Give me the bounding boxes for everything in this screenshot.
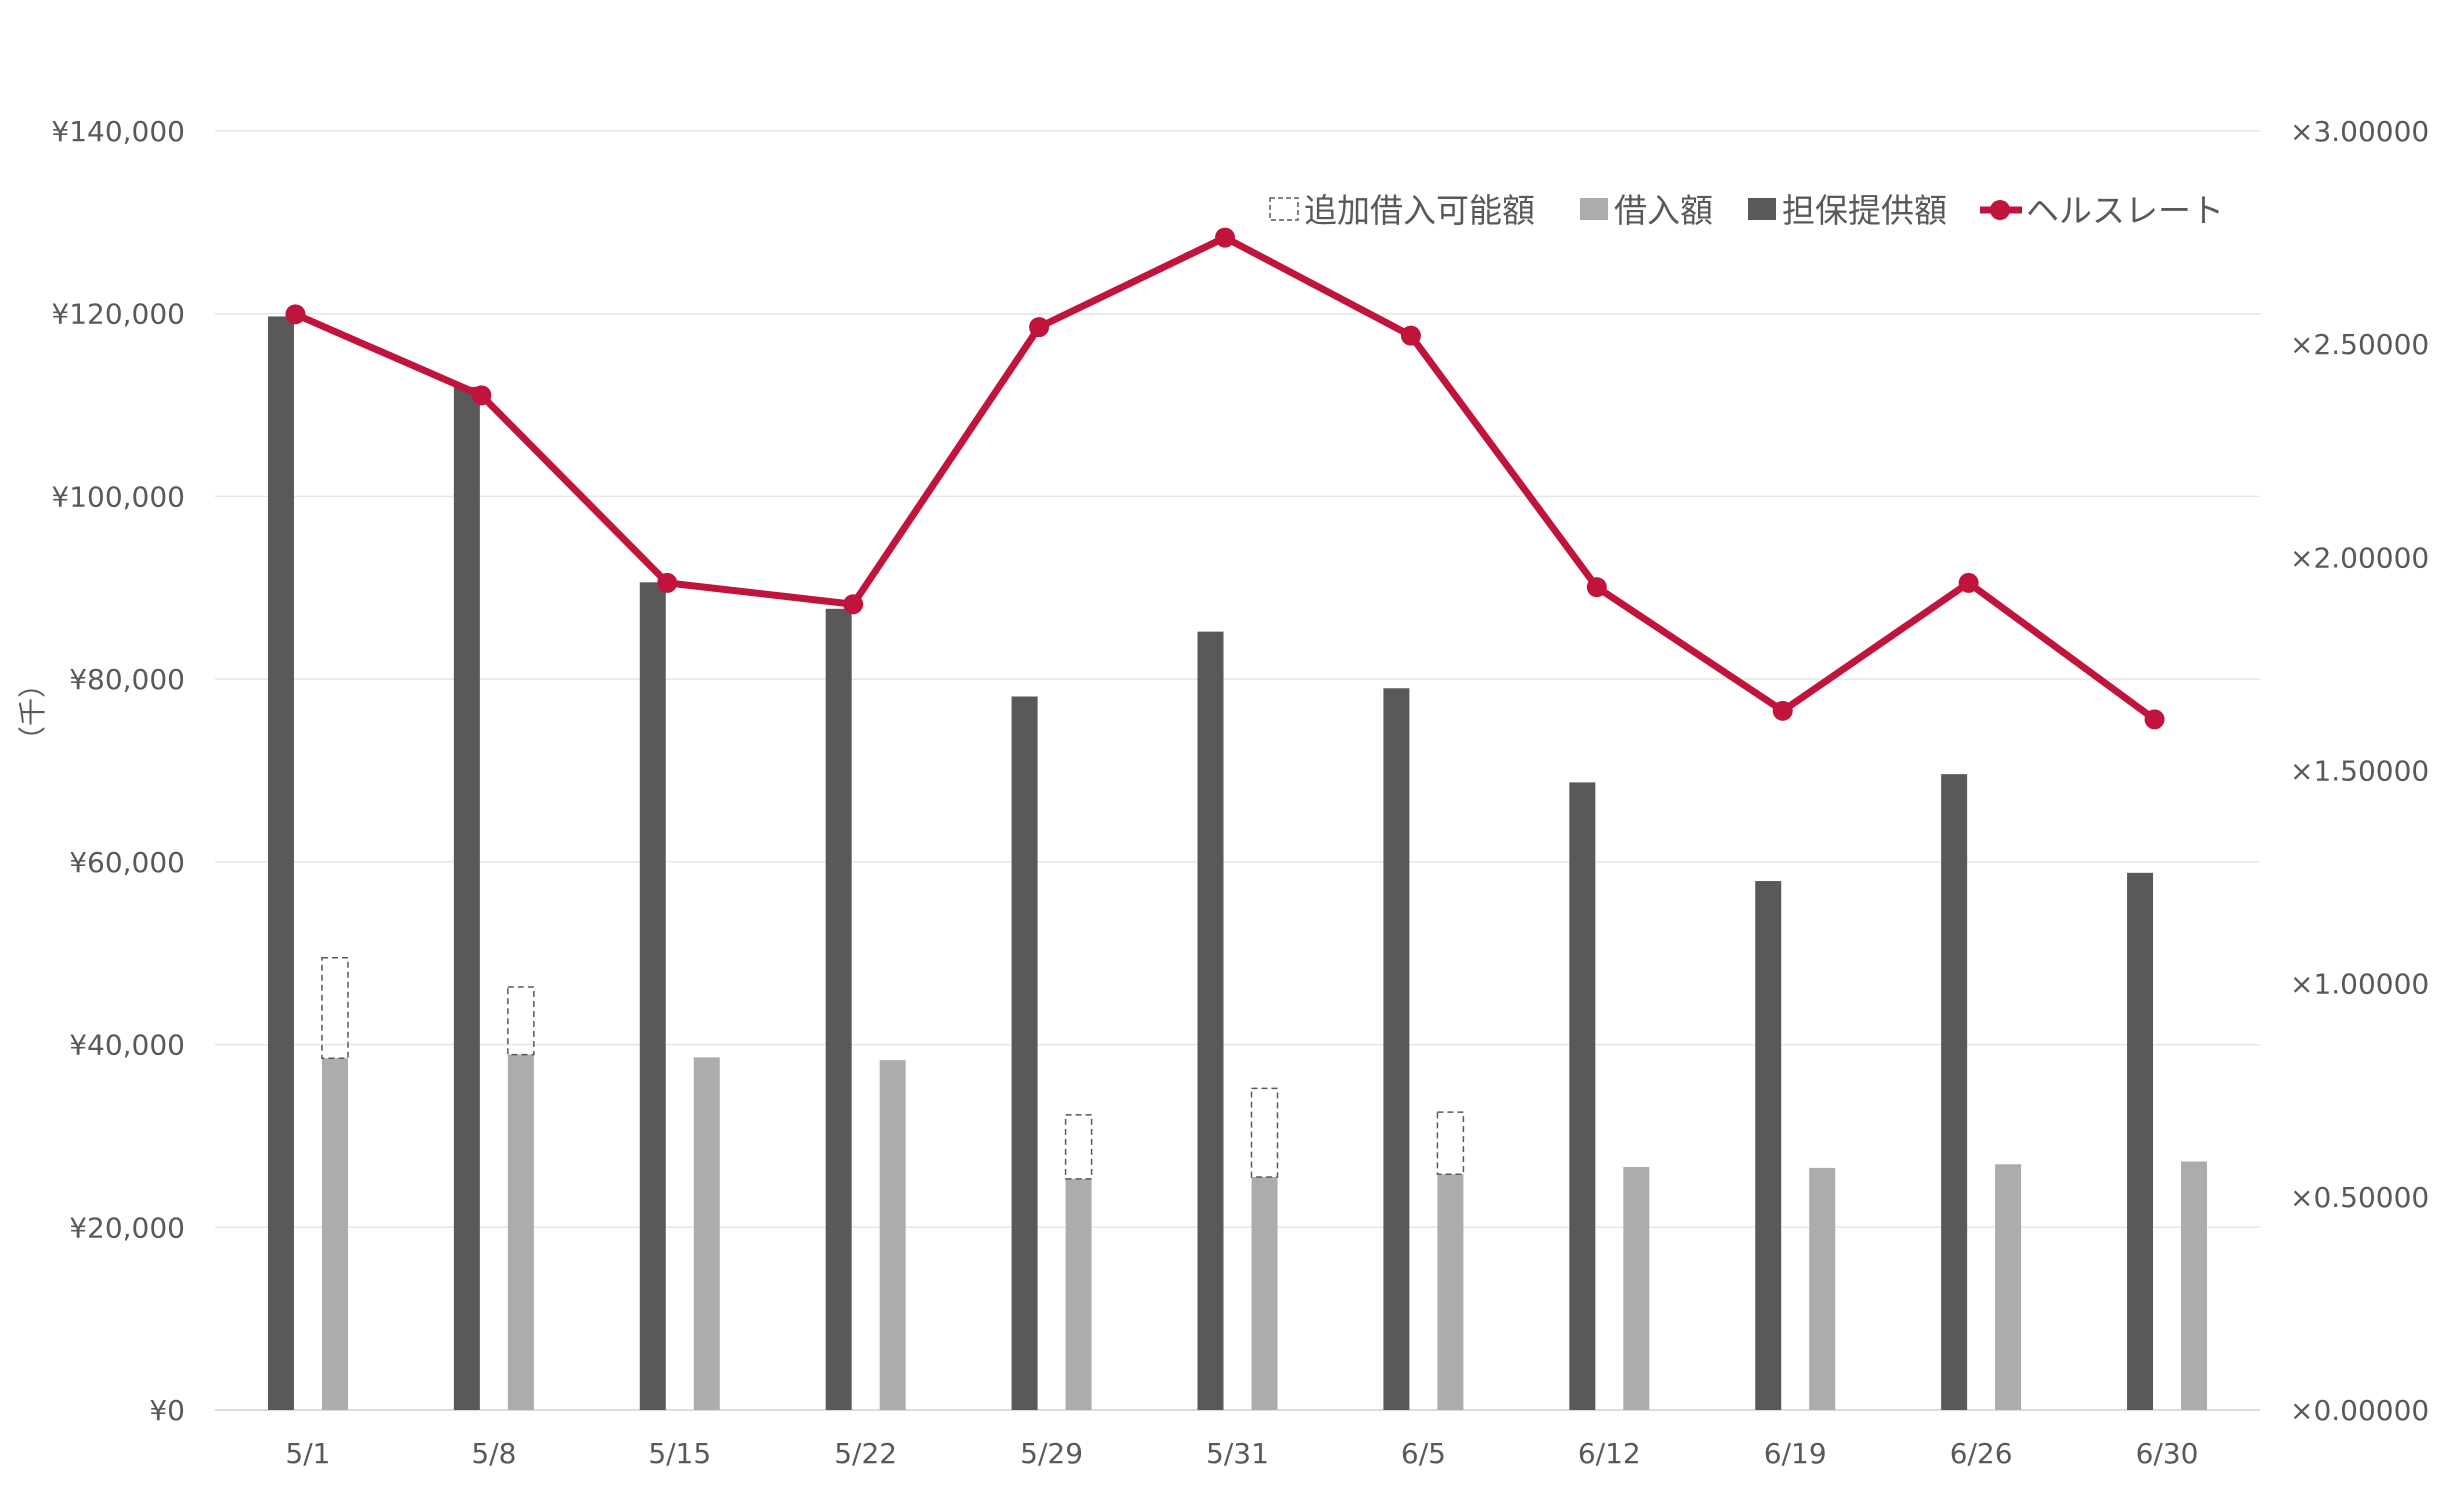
collateral-bar [639, 582, 666, 1410]
collateral-bar [1011, 696, 1038, 1410]
left-axis-label: （千） [16, 670, 49, 754]
x-tick-label: 6/19 [1764, 1437, 1827, 1470]
additional-borrowable-bar [1064, 1114, 1093, 1180]
left-tick-label: ¥0 [149, 1394, 185, 1427]
additional-borrowable-bar [1436, 1111, 1465, 1176]
x-tick-label: 5/1 [285, 1437, 330, 1470]
right-tick-label: ×0.00000 [2290, 1394, 2429, 1427]
borrowed-bar [2181, 1161, 2208, 1410]
legend-swatch-borrowed [1580, 198, 1608, 220]
left-tick-label: ¥120,000 [51, 298, 185, 331]
borrowed-bar [1065, 1178, 1092, 1410]
gridlines [215, 130, 2260, 1411]
collateral-bar [2127, 872, 2154, 1410]
collateral-bar [1197, 631, 1224, 1410]
borrowed-bar [1623, 1166, 1650, 1410]
right-tick-label: ×1.00000 [2290, 968, 2429, 1001]
left-axis: ¥0 ¥20,000 ¥40,000 ¥60,000 ¥80,000 ¥100,000 ¥1… [51, 115, 185, 1427]
x-tick-label: 5/22 [834, 1437, 897, 1470]
borrowed-bar [507, 1054, 534, 1410]
health-rate-series [285, 227, 2165, 730]
health-rate-point [471, 385, 492, 406]
x-tick-label: 6/26 [1950, 1437, 2013, 1470]
x-tick-label: 5/31 [1206, 1437, 1269, 1470]
health-rate-point [1029, 317, 1050, 338]
x-axis: 5/1 5/8 5/15 5/22 5/29 5/31 6/5 6/12 6/19 6/26 6/3… [285, 1437, 2198, 1470]
legend-swatch-collateral [1748, 198, 1776, 220]
left-tick-label: ¥80,000 [69, 663, 185, 696]
left-tick-label: ¥60,000 [69, 846, 185, 879]
collateral-bar [267, 316, 294, 1411]
health-rate-point [657, 572, 678, 593]
borrowed-bar [1995, 1164, 2022, 1410]
borrowed-bar [693, 1057, 720, 1410]
borrowed-bar [1437, 1174, 1464, 1410]
health-rate-point [285, 304, 306, 325]
additional-borrowable-bar [1250, 1087, 1279, 1178]
right-tick-label: ×3.00000 [2290, 115, 2429, 148]
x-tick-label: 5/29 [1020, 1437, 1083, 1470]
legend-swatch-line-marker [1990, 200, 2010, 220]
right-tick-label: ×2.50000 [2290, 328, 2429, 361]
legend-label: 借入額 [1614, 191, 1713, 230]
left-tick-label: ¥40,000 [69, 1029, 185, 1062]
legend-label: 追加借入可能額 [1304, 191, 1535, 230]
collateral-bar [1941, 774, 1968, 1410]
legend-swatch-additional [1269, 197, 1299, 221]
right-tick-label: ×1.50000 [2290, 755, 2429, 788]
borrowed-bar [321, 1058, 348, 1410]
legend: 追加借入可能額 借入額 担保提供額 ヘルスレート [1269, 191, 2224, 230]
right-tick-label: ×0.50000 [2290, 1181, 2429, 1214]
x-tick-label: 6/5 [1401, 1437, 1446, 1470]
borrowed-bar [879, 1060, 906, 1410]
health-rate-point [1586, 577, 1607, 598]
left-tick-label: ¥140,000 [51, 115, 185, 148]
right-axis: ×0.00000 ×0.50000 ×1.00000 ×1.50000 ×2.00000… [2290, 115, 2429, 1427]
collateral-bar [1755, 881, 1782, 1410]
x-tick-label: 5/8 [471, 1437, 516, 1470]
health-rate-point [1958, 572, 1979, 593]
legend-label: 担保提供額 [1782, 191, 1947, 230]
collateral-bar [1383, 688, 1410, 1410]
borrowed-bar [1251, 1177, 1278, 1410]
right-tick-label: ×2.00000 [2290, 541, 2429, 574]
left-tick-label: ¥20,000 [69, 1211, 185, 1244]
health-rate-point [1772, 700, 1793, 721]
x-tick-label: 6/30 [2136, 1437, 2199, 1470]
bars [267, 316, 2208, 1411]
health-rate-line [294, 234, 2157, 723]
collateral-bar [825, 608, 852, 1410]
health-rate-point [843, 594, 864, 615]
legend-label: ヘルスレート [2026, 191, 2224, 230]
collateral-bar [453, 386, 480, 1410]
borrowed-bar [1809, 1167, 1836, 1410]
collateral-bar [1569, 782, 1596, 1410]
x-tick-label: 5/15 [648, 1437, 711, 1470]
health-rate-point [2144, 709, 2165, 730]
health-rate-point [1215, 227, 1235, 248]
left-tick-label: ¥100,000 [51, 480, 185, 513]
additional-borrowable-bar [507, 986, 535, 1056]
additional-borrowable-bar [321, 957, 349, 1060]
health-rate-point [1400, 325, 1421, 346]
x-tick-label: 6/12 [1578, 1437, 1641, 1470]
